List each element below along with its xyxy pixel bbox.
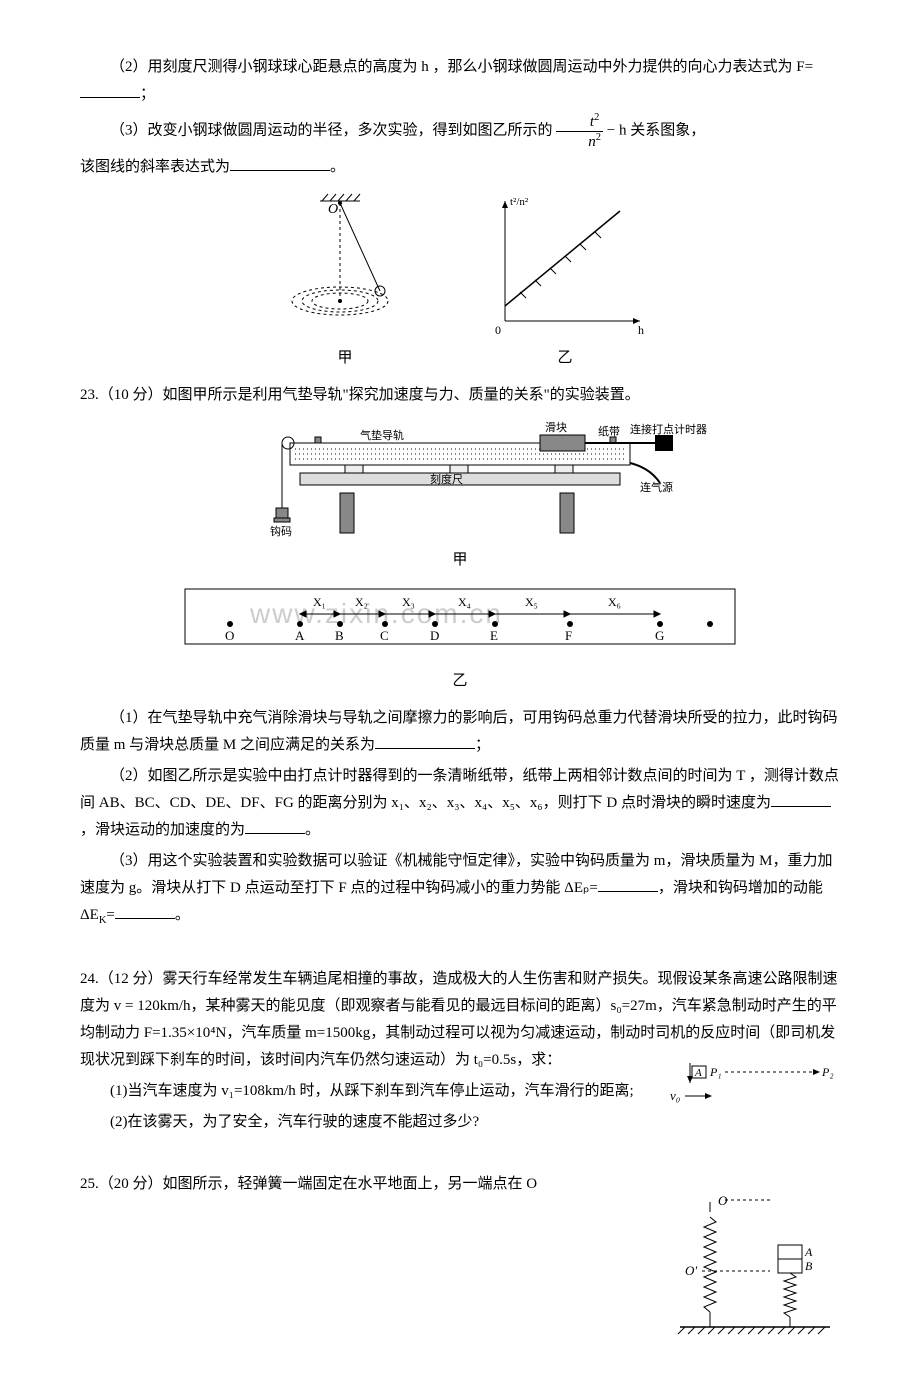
q23-yi: 乙 xyxy=(180,668,740,695)
q23-p3: （3）用这个实验装置和实验数据可以验证《机械能守恒定律》，实验中钩码质量为 m，… xyxy=(80,848,840,931)
svg-text:E: E xyxy=(490,628,498,643)
svg-text:G: G xyxy=(655,628,664,643)
q24-svg: A P₁ P₂ v₀ xyxy=(650,1058,840,1108)
q22-p3tail: 该图线的斜率表达式为 xyxy=(80,159,230,175)
label-kedu: 刻度尺 xyxy=(430,472,463,486)
svg-text:P₂: P₂ xyxy=(821,1065,834,1079)
blank-q23-1 xyxy=(375,733,475,749)
q23-p2: （2）如图乙所示是实验中由打点计时器得到的一条清晰纸带，纸带上两相邻计数点间的时… xyxy=(80,763,840,844)
label-huakuai: 滑块 xyxy=(545,421,567,434)
svg-text:X₂: X₂ xyxy=(355,595,368,609)
graph-x-label: h xyxy=(638,323,644,337)
label-lianjie: 连接打点计时器 xyxy=(630,422,707,436)
graph-origin: 0 xyxy=(495,323,501,337)
svg-text:A: A xyxy=(804,1245,813,1259)
apparatus-svg: 刻度尺 气垫导轨 滑块 纸带 连接打点计时器 连气源 钩码 xyxy=(200,413,720,543)
svg-text:F: F xyxy=(565,628,572,643)
svg-text:X₆: X₆ xyxy=(608,595,621,609)
label-zhidai: 纸带 xyxy=(598,425,620,438)
label-lianqi: 连气源 xyxy=(640,480,673,494)
fraction-t2-n2: t2 n2 xyxy=(556,112,603,150)
q22-p2-text: （2）用刻度尺测得小钢球球心距悬点的高度为 h ，那么小钢球做圆周运动中外力提供… xyxy=(110,59,813,75)
blank-q23-3b xyxy=(115,903,175,919)
blank-q23-2a xyxy=(771,791,831,807)
blank-q23-3a xyxy=(598,876,658,892)
fig-label-yi: 乙 xyxy=(557,345,572,372)
svg-text:X₃: X₃ xyxy=(402,595,415,609)
q23-head: 23.（10 分）如图甲所示是利用气垫导轨"探究加速度与力、质量的关系"的实验装… xyxy=(80,382,840,409)
svg-text:D: D xyxy=(430,628,439,643)
graph-y-label: t²/n² xyxy=(510,196,529,208)
q24-figure: A P₁ P₂ v₀ xyxy=(650,1058,840,1118)
svg-text:O′: O′ xyxy=(685,1263,697,1278)
q22-p3a: （3）改变小钢球做圆周运动的半径，多次实验，得到如图乙所示的 xyxy=(110,122,553,138)
q23-p1: （1）在气垫导轨中充气消除滑块与导轨之间摩擦力的影响后，可用钩码总重力代替滑块所… xyxy=(80,705,840,759)
svg-text:X₅: X₅ xyxy=(525,595,538,609)
pendulum-svg: O xyxy=(270,191,420,341)
q22-p3b: − h 关系图象， xyxy=(607,122,705,138)
fig-graph: t²/n² h 0 乙 xyxy=(480,191,650,372)
blank-q22-slope xyxy=(230,155,330,171)
fig-pendulum: O 甲 xyxy=(270,191,420,372)
q22-figures: O 甲 t²/n² h 0 xyxy=(80,191,840,372)
label-gouma: 钩码 xyxy=(270,524,292,538)
q23-fig-apparatus: 刻度尺 气垫导轨 滑块 纸带 连接打点计时器 连气源 钩码 甲 xyxy=(80,413,840,574)
blank-q23-2b xyxy=(245,818,305,834)
q23-tape-wrap: www.zixin.com.cn O A B C D E F G X₁ X₂ xyxy=(180,584,740,695)
svg-text:C: C xyxy=(380,628,389,643)
svg-text:A: A xyxy=(694,1067,702,1079)
q22-part2: （2）用刻度尺测得小钢球球心距悬点的高度为 h ，那么小钢球做圆周运动中外力提供… xyxy=(80,54,840,108)
svg-text:P₁: P₁ xyxy=(709,1065,722,1079)
q25-svg: O O′ B A xyxy=(670,1167,840,1337)
q23-jia: 甲 xyxy=(452,547,467,574)
svg-text:A: A xyxy=(295,628,305,643)
svg-text:X₁: X₁ xyxy=(313,595,326,609)
q22-part3-tail: 该图线的斜率表达式为 。 xyxy=(80,154,840,181)
svg-text:B: B xyxy=(805,1259,813,1273)
q22-p3end: 。 xyxy=(330,159,345,175)
graph-svg: t²/n² h 0 xyxy=(480,191,650,341)
svg-text:v₀: v₀ xyxy=(670,1088,680,1103)
tape-svg: O A B C D E F G X₁ X₂ X₃ X₄ X₅ X₆ xyxy=(180,584,740,654)
fig-label-jia: 甲 xyxy=(337,345,352,372)
pendulum-O-label: O xyxy=(328,202,338,217)
svg-text:B: B xyxy=(335,628,344,643)
svg-text:X₄: X₄ xyxy=(458,595,471,609)
svg-text:O: O xyxy=(225,628,234,643)
blank-q22-F xyxy=(80,82,140,98)
q22-p2-tail: ； xyxy=(140,86,155,102)
q22-part3: （3）改变小钢球做圆周运动的半径，多次实验，得到如图乙所示的 t2 n2 − h… xyxy=(80,112,840,150)
q25-figure: O O′ B A xyxy=(670,1167,840,1347)
label-qidian: 气垫导轨 xyxy=(360,428,404,442)
